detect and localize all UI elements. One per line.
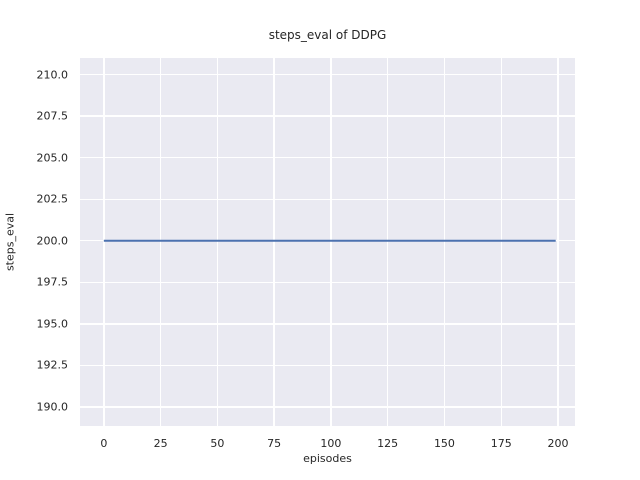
y-gridline [80, 364, 575, 367]
x-tick-label: 50 [210, 437, 225, 450]
x-gridline [386, 58, 389, 426]
x-gridline [443, 58, 446, 426]
x-tick-label: 125 [377, 437, 399, 450]
y-gridline [80, 323, 575, 325]
y-tick-label: 207.5 [36, 109, 69, 123]
x-axis-label: episodes [303, 452, 352, 465]
y-tick-label: 197.5 [36, 275, 69, 289]
y-gridline [80, 156, 575, 159]
x-gridline [273, 58, 275, 426]
y-gridline [80, 115, 575, 117]
x-tick-labels: 0 25 50 75 100 125 150 175 200 [80, 438, 575, 452]
x-tick-label: 100 [320, 437, 342, 450]
chart-title: steps_eval of DDPG [268, 28, 387, 42]
y-tick-label: 202.5 [36, 192, 69, 206]
x-gridline [216, 58, 219, 426]
y-tick-label: 195.0 [36, 317, 69, 331]
y-tick-label: 200.0 [36, 234, 69, 248]
x-gridline [557, 58, 559, 426]
y-tick-label: 192.5 [36, 358, 69, 372]
y-gridline [80, 198, 575, 200]
x-gridline [500, 58, 502, 426]
x-tick-label: 75 [267, 437, 282, 450]
x-tick-label: 0 [100, 437, 108, 450]
x-gridline [159, 58, 162, 426]
y-tick-label: 210.0 [36, 68, 69, 82]
y-gridline [80, 281, 575, 283]
x-tick-label: 175 [490, 437, 512, 450]
plot-area [80, 58, 575, 426]
x-tick-label: 150 [433, 437, 455, 450]
y-tick-label: 190.0 [36, 400, 69, 414]
x-gridline [103, 58, 105, 426]
line-series-layer [103, 239, 556, 242]
x-tick-label: 200 [547, 437, 569, 450]
y-tick-label: 205.0 [36, 151, 69, 165]
y-gridline [80, 406, 575, 408]
y-tick-labels: 190.0 192.5 195.0 197.5 200.0 202.5 205.0 207.5… [0, 58, 69, 426]
y-gridline [80, 73, 575, 76]
x-tick-label: 25 [153, 437, 168, 450]
x-gridline [330, 58, 332, 426]
